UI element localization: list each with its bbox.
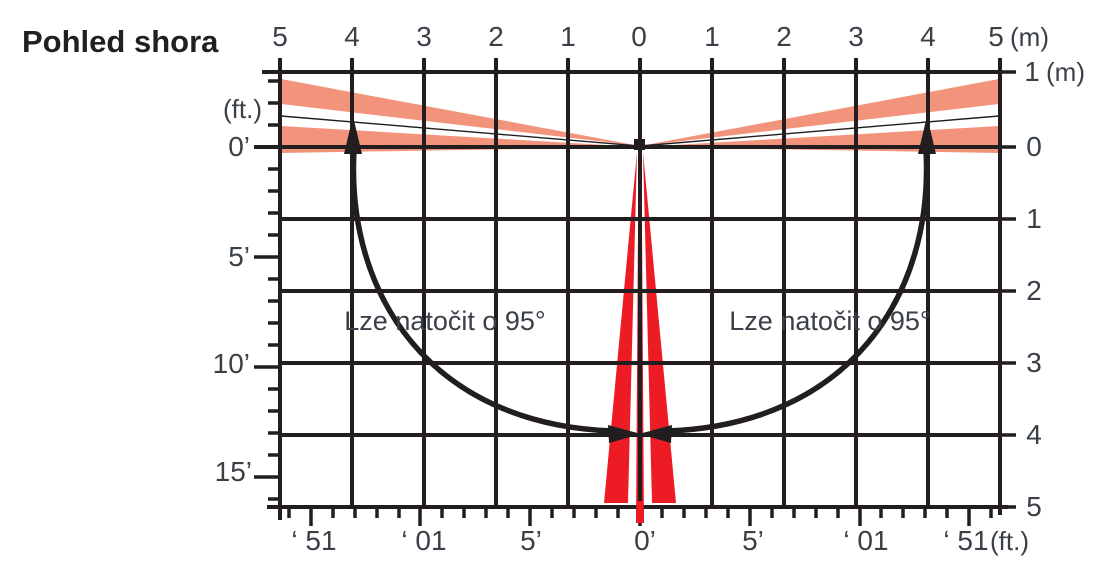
sensor-origin-marker <box>634 139 645 150</box>
rotation-arc-left <box>350 149 613 434</box>
top-axis-label: 3 <box>416 21 432 52</box>
right-axis-label: 3 <box>1026 347 1042 378</box>
left-axis-label: 5’ <box>228 241 250 272</box>
horizontal-beam-left <box>280 79 641 153</box>
right-axis-labels: 1 (m) 0 1 2 3 4 5 <box>1024 56 1085 522</box>
right-axis-ruler <box>1000 70 1016 509</box>
top-axis-label: 3 <box>848 21 864 52</box>
left-axis-unit: (ft.) <box>223 94 262 124</box>
arrowhead-center-right-icon <box>639 425 672 443</box>
bottom-axis-label: 0’ <box>634 525 656 556</box>
right-axis-label: 2 <box>1026 275 1042 306</box>
left-axis-label: 15’ <box>215 456 252 487</box>
right-axis-label: 1 <box>1026 203 1042 234</box>
right-axis-label: 1 <box>1024 56 1040 87</box>
page-title: Pohled shora <box>22 24 219 59</box>
top-axis-labels: 5 4 3 2 1 0 1 2 3 4 5 (m) <box>272 21 1049 52</box>
beam-wedge-upper-right <box>640 79 999 146</box>
beam-wedge-upper-left <box>281 79 640 146</box>
rotation-arrow-right <box>639 116 936 443</box>
horizontal-beam-right <box>639 79 1000 153</box>
left-axis-labels: (ft.) 0’ 5’ 10’ 15’ <box>213 94 262 487</box>
bottom-axis-labels: ‘ 51 ‘ 01 5’ 0’ 5’ ‘ 01 ‘ 51 (ft.) <box>291 525 1029 556</box>
rotation-note-right: Lze natočit o 95° <box>729 306 930 336</box>
left-axis-label: 0’ <box>228 131 250 162</box>
arrowhead-up-left-icon <box>344 116 362 154</box>
left-axis-label: 10’ <box>213 348 250 379</box>
beam-axis-line-right <box>639 115 1000 147</box>
rotation-note-left: Lze natočit o 95° <box>344 306 545 336</box>
bottom-axis-label: 5’ <box>520 525 542 556</box>
rotation-arc-right <box>667 149 930 434</box>
top-axis-label: 2 <box>776 21 792 52</box>
rotation-arrow-left <box>344 116 641 443</box>
right-axis-label: 5 <box>1026 491 1042 522</box>
bottom-axis-label: ‘ 51 <box>291 525 336 556</box>
top-axis-label: 0 <box>631 21 647 52</box>
top-axis-label: 5 <box>272 21 288 52</box>
top-axis-label: 1 <box>704 21 720 52</box>
bottom-axis-label: 5’ <box>742 525 764 556</box>
top-axis-label: 2 <box>488 21 504 52</box>
bottom-axis-unit: (ft.) <box>990 526 1029 556</box>
right-axis-label: 0 <box>1026 131 1042 162</box>
beam-center-line-tail <box>636 501 644 523</box>
right-axis-unit: (m) <box>1046 57 1085 87</box>
top-axis-label: 1 <box>560 21 576 52</box>
arrowhead-center-left-icon <box>608 425 641 443</box>
top-axis-label: 4 <box>920 21 936 52</box>
left-axis-ruler <box>254 79 282 501</box>
right-axis-label: 4 <box>1026 419 1042 450</box>
beam-wedge-center-right <box>643 152 676 503</box>
bottom-axis-label: ‘ 01 <box>843 525 888 556</box>
top-axis-label: 5 <box>988 21 1004 52</box>
beam-wedge-center-left <box>604 152 637 503</box>
bottom-axis-label: ‘ 01 <box>401 525 446 556</box>
top-axis-label: 4 <box>344 21 360 52</box>
top-axis-unit: (m) <box>1010 22 1049 52</box>
arrowhead-up-right-icon <box>918 116 936 154</box>
bottom-axis-label: ‘ 51 <box>943 525 988 556</box>
beam-axis-line-left <box>280 115 641 147</box>
grid <box>254 58 1008 520</box>
